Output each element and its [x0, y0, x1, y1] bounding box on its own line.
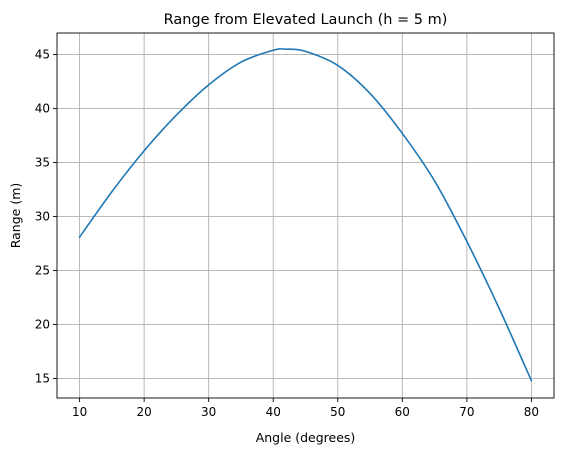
y-tick-label: 20 [35, 318, 50, 332]
y-tick-label: 30 [35, 210, 50, 224]
chart-title: Range from Elevated Launch (h = 5 m) [164, 12, 448, 28]
y-tick-label: 40 [35, 102, 50, 116]
x-tick-label: 60 [395, 405, 410, 419]
x-tick-label: 30 [201, 405, 216, 419]
x-tick-label: 20 [136, 405, 151, 419]
y-tick-label: 45 [35, 48, 50, 62]
ticks: 10 20 30 40 50 60 70 80 15 20 25 30 35 40 45 [35, 48, 539, 419]
x-tick-label: 40 [266, 405, 281, 419]
y-tick-label: 15 [35, 372, 50, 386]
grid [57, 33, 554, 398]
x-axis-label: Angle (degrees) [256, 430, 356, 445]
series-group [78, 48, 533, 382]
x-tick-label: 50 [330, 405, 345, 419]
x-tick-label: 10 [72, 405, 87, 419]
y-axis-label: Range (m) [8, 183, 23, 249]
x-tick-label: 80 [524, 405, 539, 419]
x-tick-label: 70 [459, 405, 474, 419]
series-line-range [78, 48, 533, 382]
y-tick-label: 25 [35, 264, 50, 278]
plot-frame [56, 32, 555, 399]
y-tick-label: 35 [35, 156, 50, 170]
